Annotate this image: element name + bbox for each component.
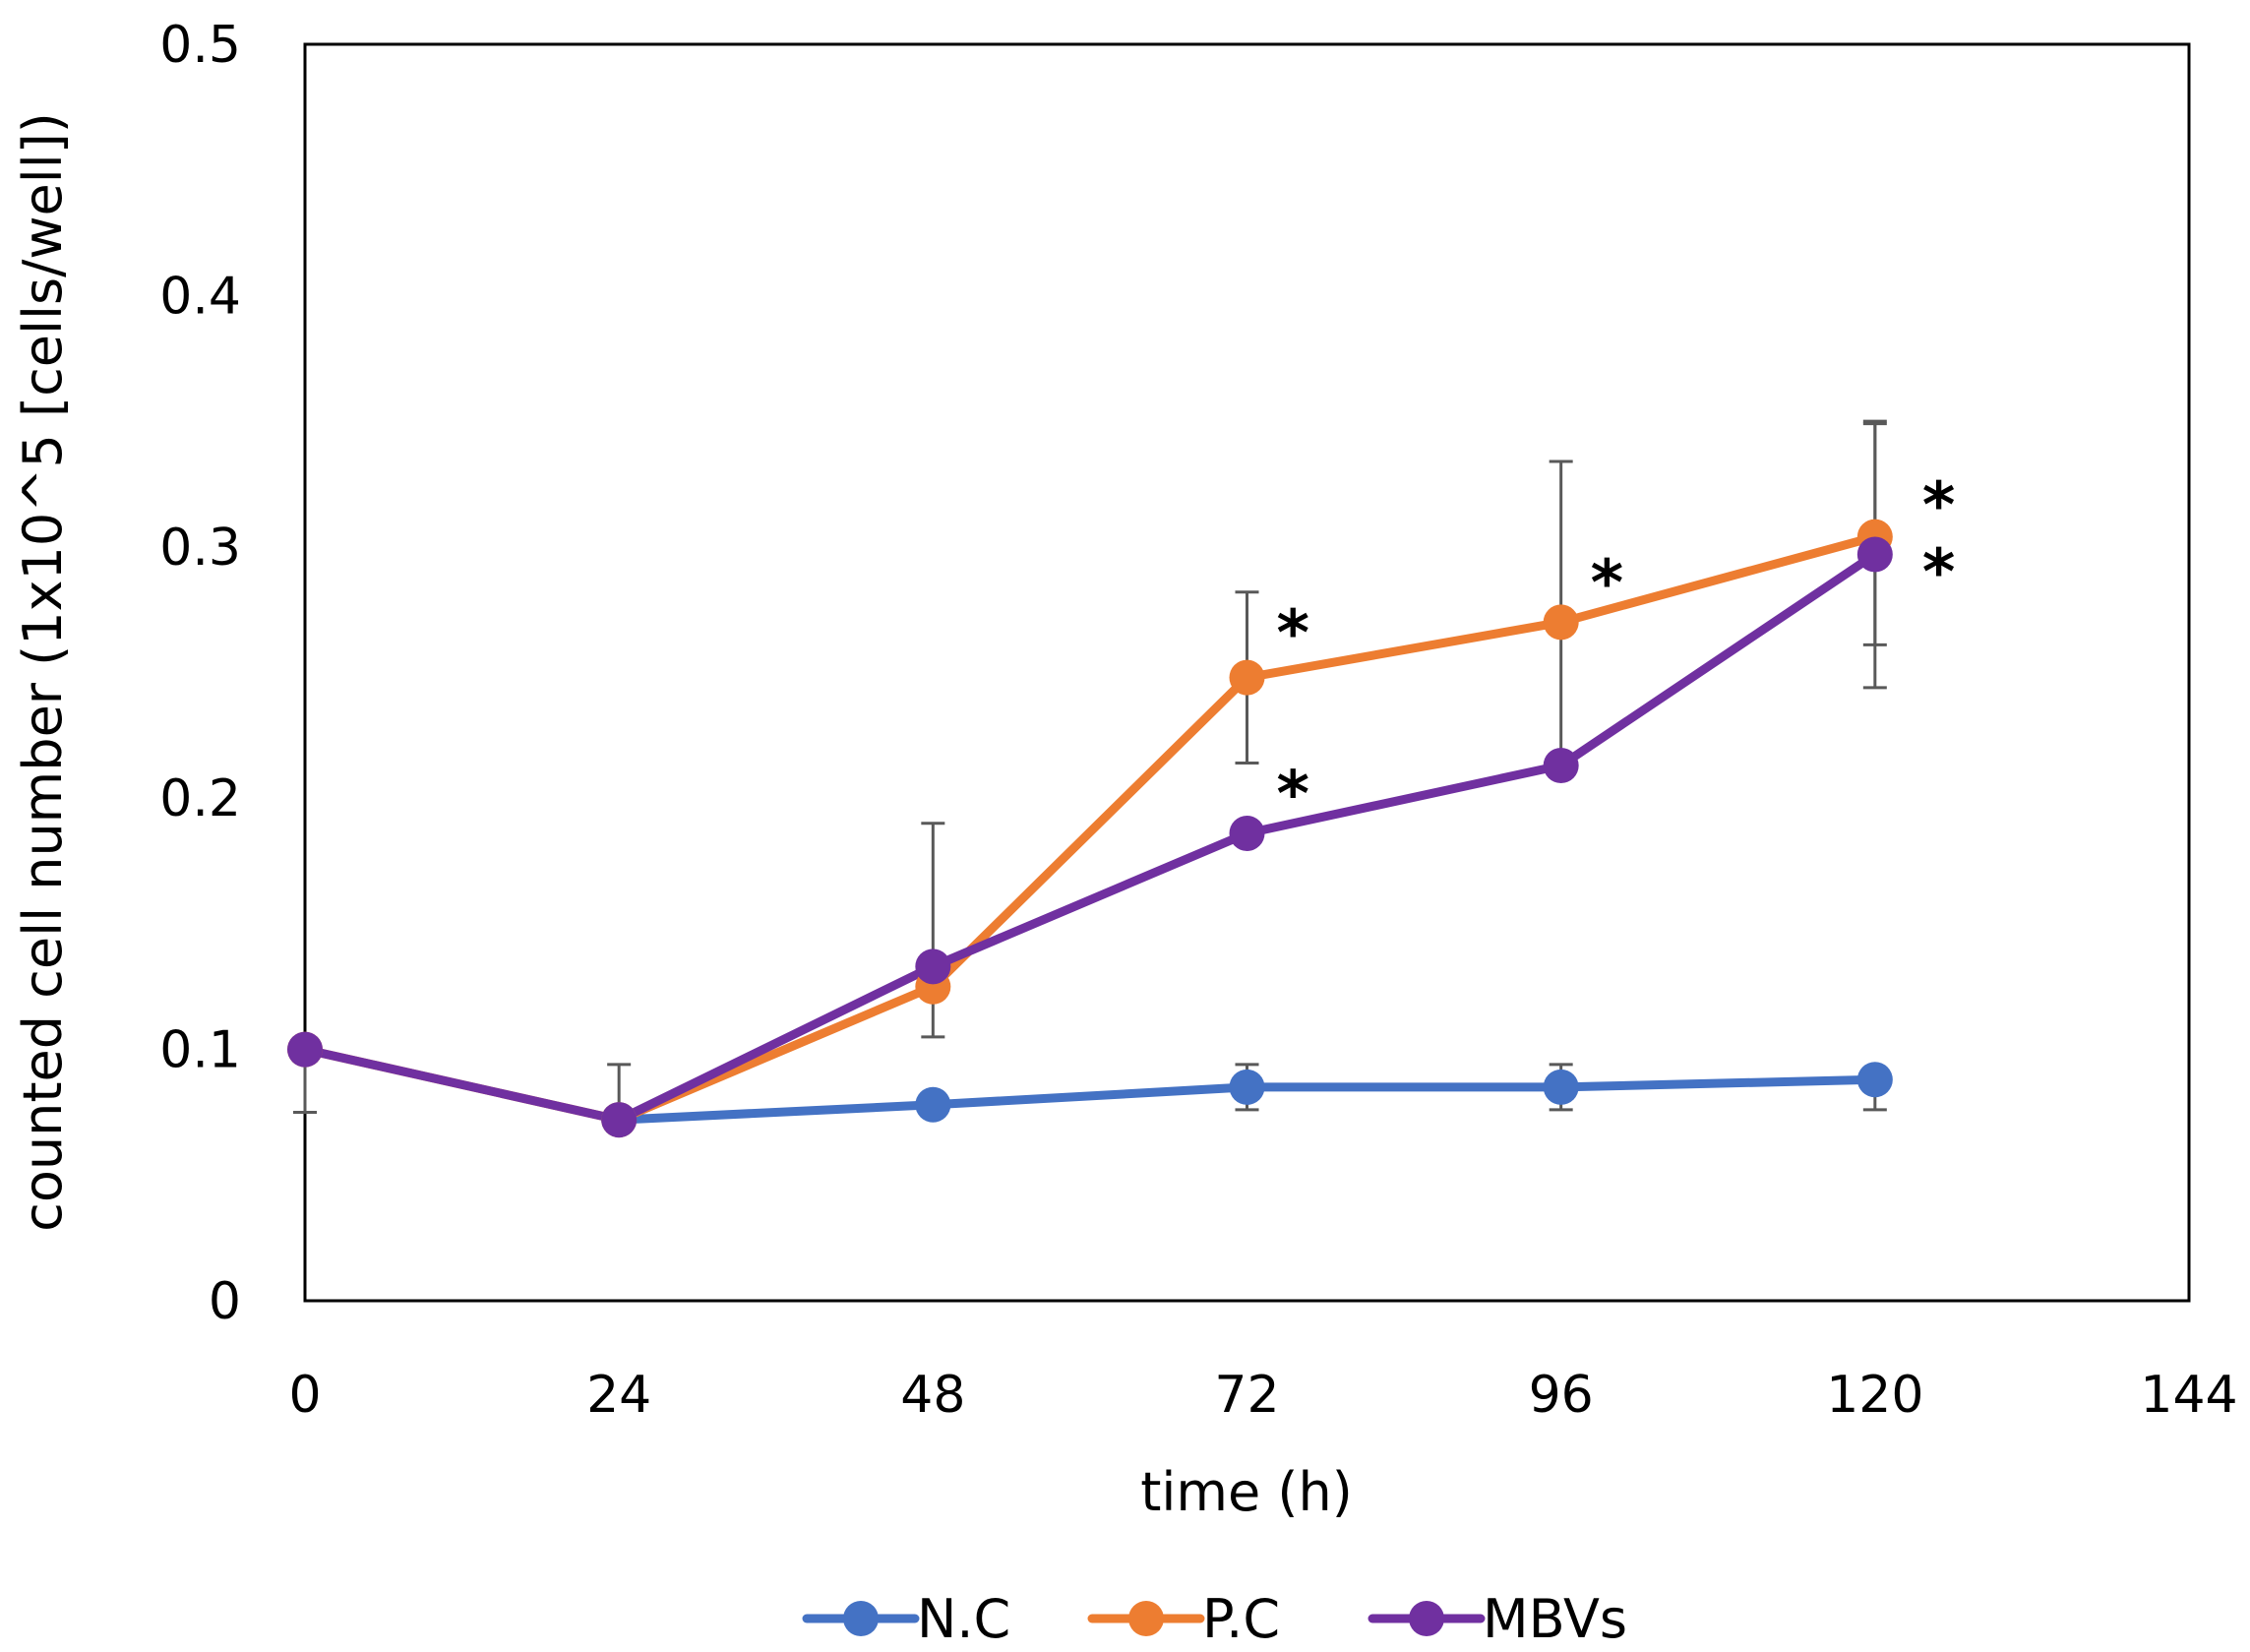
y-tick-label: 0.3 bbox=[159, 519, 241, 578]
data-point bbox=[915, 1086, 951, 1123]
significance-asterisk: * bbox=[1922, 536, 1955, 609]
x-tick-label: 48 bbox=[900, 1366, 965, 1425]
data-point bbox=[915, 948, 951, 985]
data-point bbox=[287, 1031, 323, 1068]
data-point bbox=[1543, 604, 1579, 641]
significance-asterisk: * bbox=[1277, 759, 1309, 831]
data-point bbox=[1229, 1069, 1265, 1105]
data-point bbox=[1856, 1062, 1893, 1098]
y-tick-label: 0.2 bbox=[159, 769, 241, 828]
significance-asterisk: * bbox=[1591, 547, 1623, 620]
data-point bbox=[1229, 815, 1265, 851]
legend-label: MBVs bbox=[1483, 1588, 1627, 1650]
x-axis-title: time (h) bbox=[1140, 1461, 1353, 1523]
x-tick-label: 120 bbox=[1826, 1366, 1923, 1425]
x-tick-label: 72 bbox=[1214, 1366, 1279, 1425]
legend-marker bbox=[1409, 1601, 1444, 1636]
legend-marker bbox=[1128, 1601, 1164, 1636]
data-point bbox=[1543, 747, 1579, 783]
y-tick-label: 0.1 bbox=[159, 1021, 241, 1080]
legend-label: N.C bbox=[917, 1588, 1010, 1650]
y-axis-title: counted cell number (1x10^5 [cells/well]… bbox=[12, 112, 74, 1232]
x-tick-label: 144 bbox=[2140, 1366, 2237, 1425]
x-tick-label: 0 bbox=[288, 1366, 321, 1425]
legend-marker bbox=[843, 1601, 879, 1636]
data-point bbox=[1229, 659, 1265, 696]
y-tick-label: 0 bbox=[209, 1272, 241, 1331]
data-point bbox=[1856, 536, 1893, 573]
series-markers bbox=[287, 519, 1893, 1138]
x-tick-label: 96 bbox=[1529, 1366, 1594, 1425]
data-point bbox=[601, 1102, 638, 1138]
significance-asterisk: * bbox=[1277, 598, 1309, 671]
legend: N.C P.C MBVs bbox=[802, 1588, 1627, 1650]
significance-asterisk: * bbox=[1922, 470, 1955, 543]
y-tick-label: 0.5 bbox=[159, 16, 241, 75]
y-tick-label: 0.4 bbox=[159, 267, 241, 326]
data-point bbox=[1543, 1069, 1579, 1105]
x-tick-label: 24 bbox=[586, 1366, 651, 1425]
series-line-mbvs bbox=[300, 549, 1880, 1125]
legend-label: P.C bbox=[1202, 1588, 1280, 1650]
